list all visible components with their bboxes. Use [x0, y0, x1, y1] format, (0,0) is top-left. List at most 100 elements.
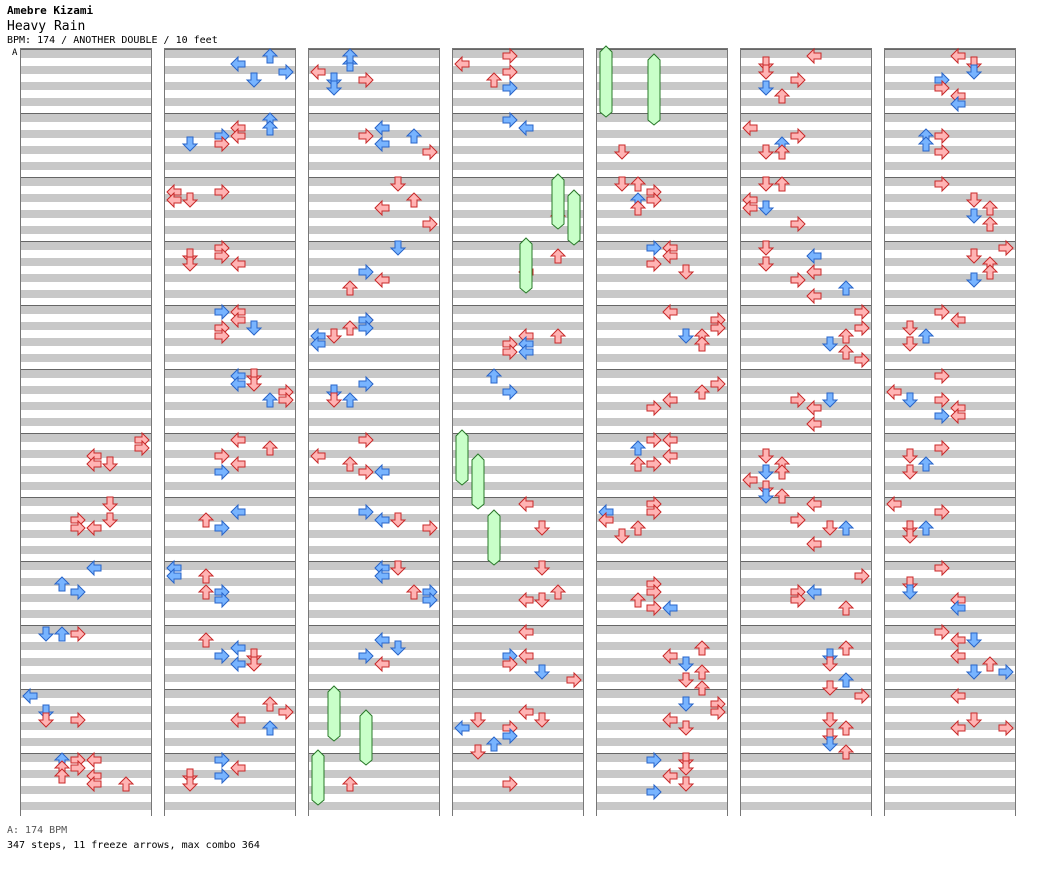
freeze-arrow [327, 685, 341, 742]
step-arrow-down [965, 192, 983, 208]
step-arrow-right [934, 391, 950, 409]
step-arrow-down [389, 240, 407, 256]
step-arrow-right [934, 559, 950, 577]
step-arrow-left [518, 591, 534, 609]
step-arrow-up [629, 440, 647, 456]
step-arrow-right [646, 431, 662, 449]
measure [21, 561, 151, 625]
measure [453, 241, 583, 305]
step-arrow-left [374, 631, 390, 649]
step-arrow-down [101, 456, 119, 472]
step-arrow-left [806, 415, 822, 433]
step-arrow-left [374, 567, 390, 585]
step-arrow-down [245, 376, 263, 392]
step-arrow-up [981, 264, 999, 280]
step-arrow-left [662, 647, 678, 665]
step-arrow-down [757, 80, 775, 96]
step-arrow-up [629, 176, 647, 192]
chart-column [740, 48, 872, 817]
step-arrow-down [965, 272, 983, 288]
step-arrow-right [646, 455, 662, 473]
step-arrow-left [742, 471, 758, 489]
step-arrow-down [965, 208, 983, 224]
measure [309, 625, 439, 689]
freeze-arrow [359, 709, 373, 766]
step-arrow-up [629, 520, 647, 536]
step-arrow-right [934, 175, 950, 193]
step-arrow-up [837, 640, 855, 656]
step-arrow-left [230, 55, 246, 73]
step-arrow-left [374, 119, 390, 137]
step-arrow-up [261, 440, 279, 456]
step-arrow-up [917, 456, 935, 472]
step-arrow-up [197, 512, 215, 528]
step-arrow-right [214, 647, 230, 665]
measure [309, 113, 439, 177]
measure [741, 753, 871, 817]
step-arrow-right [566, 671, 582, 689]
measure [741, 689, 871, 753]
measure [885, 49, 1015, 113]
step-arrow-left [662, 431, 678, 449]
step-arrow-down [389, 512, 407, 528]
step-arrow-up [341, 280, 359, 296]
measure [597, 369, 727, 433]
step-arrow-left [230, 255, 246, 273]
step-arrow-down [181, 256, 199, 272]
step-arrow-up [981, 216, 999, 232]
step-arrow-right [278, 703, 294, 721]
step-arrow-down [469, 712, 487, 728]
step-arrow-up [773, 176, 791, 192]
step-arrow-right [214, 591, 230, 609]
step-arrow-up [197, 584, 215, 600]
step-arrow-right [854, 319, 870, 337]
measure [885, 689, 1015, 753]
step-arrow-right [358, 375, 374, 393]
step-arrow-right [278, 391, 294, 409]
step-arrow-down [181, 192, 199, 208]
measure [309, 305, 439, 369]
step-arrow-right [214, 767, 230, 785]
step-arrow-left [86, 455, 102, 473]
step-arrow-left [950, 599, 966, 617]
measure [597, 753, 727, 817]
step-arrow-up [549, 328, 567, 344]
step-arrow-right [214, 247, 230, 265]
step-arrow-up [773, 464, 791, 480]
step-arrow-left [950, 687, 966, 705]
step-arrow-up [405, 584, 423, 600]
step-arrow-right [214, 327, 230, 345]
step-arrow-left [22, 687, 38, 705]
measure [885, 625, 1015, 689]
step-arrow-up [485, 736, 503, 752]
step-arrow-left [662, 303, 678, 321]
step-arrow-up [405, 192, 423, 208]
step-arrow-left [806, 47, 822, 65]
measure [165, 497, 295, 561]
step-arrow-up [261, 48, 279, 64]
step-arrow-up [837, 720, 855, 736]
measure [885, 113, 1015, 177]
step-arrow-right [70, 759, 86, 777]
step-arrow-down [901, 336, 919, 352]
step-arrow-up [53, 576, 71, 592]
step-arrow-right [422, 519, 438, 537]
step-arrow-down [821, 712, 839, 728]
step-arrow-right [422, 143, 438, 161]
step-arrow-down [677, 760, 695, 776]
measure [885, 753, 1015, 817]
step-arrow-up [485, 72, 503, 88]
step-arrow-right [214, 751, 230, 769]
step-arrow-right [502, 383, 518, 401]
measure [21, 241, 151, 305]
step-arrow-up [837, 328, 855, 344]
step-arrow-right [502, 727, 518, 745]
step-arrow-down [325, 392, 343, 408]
measure [21, 49, 151, 113]
step-arrow-left [374, 463, 390, 481]
measure [453, 753, 583, 817]
step-arrow-left [806, 263, 822, 281]
step-arrow-right [70, 583, 86, 601]
measure [21, 305, 151, 369]
step-arrow-right [646, 399, 662, 417]
